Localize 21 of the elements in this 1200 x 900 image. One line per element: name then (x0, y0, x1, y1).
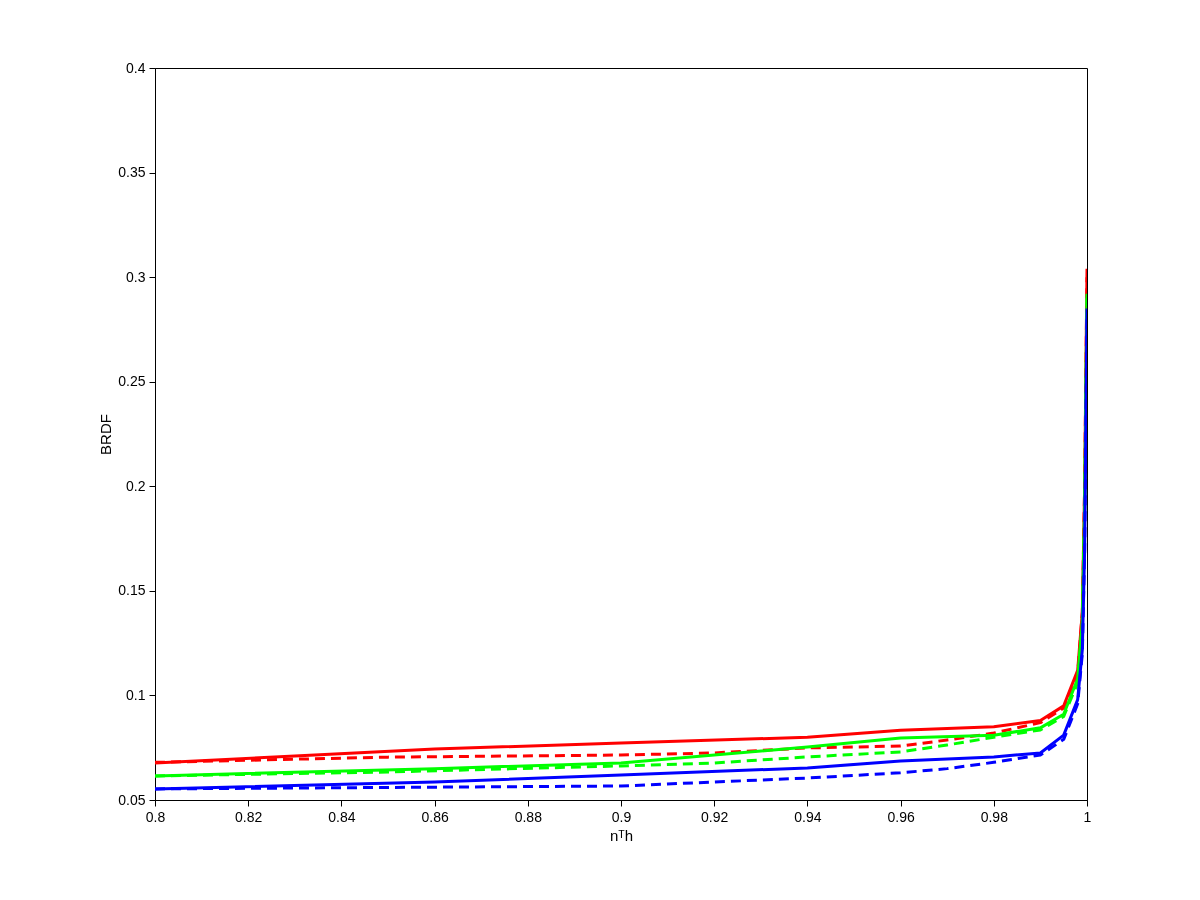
y-tick-label: 0.2 (126, 477, 146, 494)
y-tick-label: 0.35 (118, 164, 146, 181)
x-tick-label: 0.82 (235, 808, 263, 825)
x-tick-label: 0.96 (887, 808, 915, 825)
x-axis-title: nᵀh (609, 826, 634, 844)
x-tick-label: 1 (1083, 808, 1092, 825)
y-tick-label: 0.4 (126, 59, 146, 76)
y-tick-label: 0.05 (118, 791, 146, 808)
x-tick-label: 0.86 (421, 808, 449, 825)
x-tick-label: 0.88 (514, 808, 543, 825)
x-tick-label: 0.98 (980, 808, 1009, 825)
x-tick-label: 0.9 (611, 808, 632, 825)
x-tick-label: 0.94 (794, 808, 822, 825)
x-tick-label: 0.92 (701, 808, 729, 825)
y-axis-title: BRDF (97, 414, 115, 455)
y-tick-label: 0.15 (118, 582, 146, 599)
y-tick-label: 0.25 (118, 373, 146, 390)
x-tick-label: 0.84 (328, 808, 356, 825)
x-tick-label: 0.8 (145, 808, 166, 825)
y-tick-label: 0.3 (126, 268, 146, 285)
y-tick-label: 0.1 (126, 686, 146, 703)
